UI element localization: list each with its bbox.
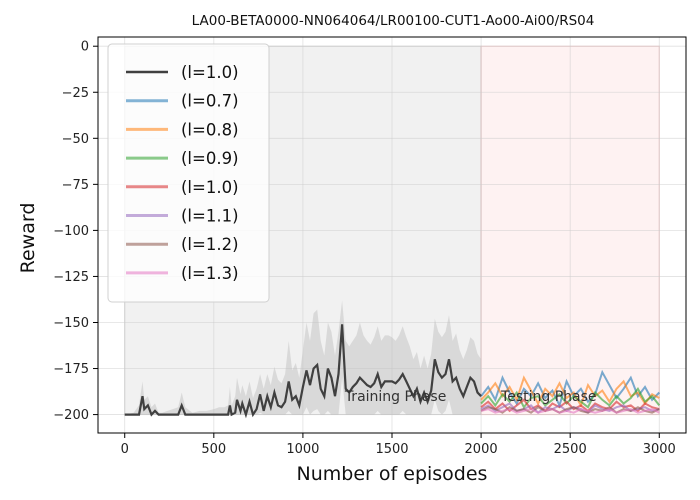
- y-tick-label: −200: [53, 408, 89, 423]
- y-tick-label: −175: [53, 362, 89, 377]
- legend-label: (l=1.0): [181, 63, 239, 82]
- series-line-test-2: [480, 386, 661, 410]
- legend-label: (l=0.9): [181, 149, 239, 168]
- legend-box: [107, 43, 270, 303]
- series-line-training: [124, 324, 482, 419]
- y-tick-label: −150: [53, 316, 89, 331]
- legend: (l=1.0) (l=0.7) (l=0.8) (l=0.9) (l=1.0) (l=1.…: [107, 43, 270, 303]
- y-tick-label: −25: [62, 86, 89, 101]
- legend-label: (l=1.3): [181, 264, 239, 283]
- x-axis-title: Number of episodes: [297, 463, 488, 485]
- y-tick-label: −75: [62, 178, 89, 193]
- phase-label-testing: Testing Phase: [500, 389, 596, 405]
- legend-label: (l=0.8): [181, 120, 239, 139]
- x-tick-label: 2000: [465, 442, 498, 457]
- legend-label: (l=1.1): [181, 207, 239, 226]
- phase-label-training: Training Phase: [344, 389, 447, 405]
- legend-label: (l=1.0): [181, 178, 239, 197]
- y-tick-label: 0: [81, 40, 89, 55]
- x-tick-label: 3000: [643, 442, 676, 457]
- training-variance-band: [124, 300, 482, 415]
- y-tick-label: −100: [53, 224, 89, 239]
- y-axis-title: Reward: [17, 203, 39, 274]
- x-tick-label: 1000: [286, 442, 319, 457]
- x-tick-label: 2500: [554, 442, 587, 457]
- y-tick-label: −125: [53, 270, 89, 285]
- series-line-test-5: [480, 406, 660, 414]
- series-line-test-6: [480, 408, 660, 414]
- x-tick-label: 500: [201, 442, 226, 457]
- series-line-test-1: [480, 375, 660, 408]
- chart-title: LA00-BETA0000-NN064064/LR00100-CUT1-Ao00…: [192, 13, 595, 29]
- x-tick-label: 1500: [375, 442, 408, 457]
- series-line-test-0: [480, 369, 661, 409]
- x-tick-label: 0: [121, 442, 129, 457]
- legend-label: (l=0.7): [181, 92, 239, 111]
- legend-label: (l=1.2): [181, 235, 239, 254]
- y-tick-label: −50: [62, 132, 89, 147]
